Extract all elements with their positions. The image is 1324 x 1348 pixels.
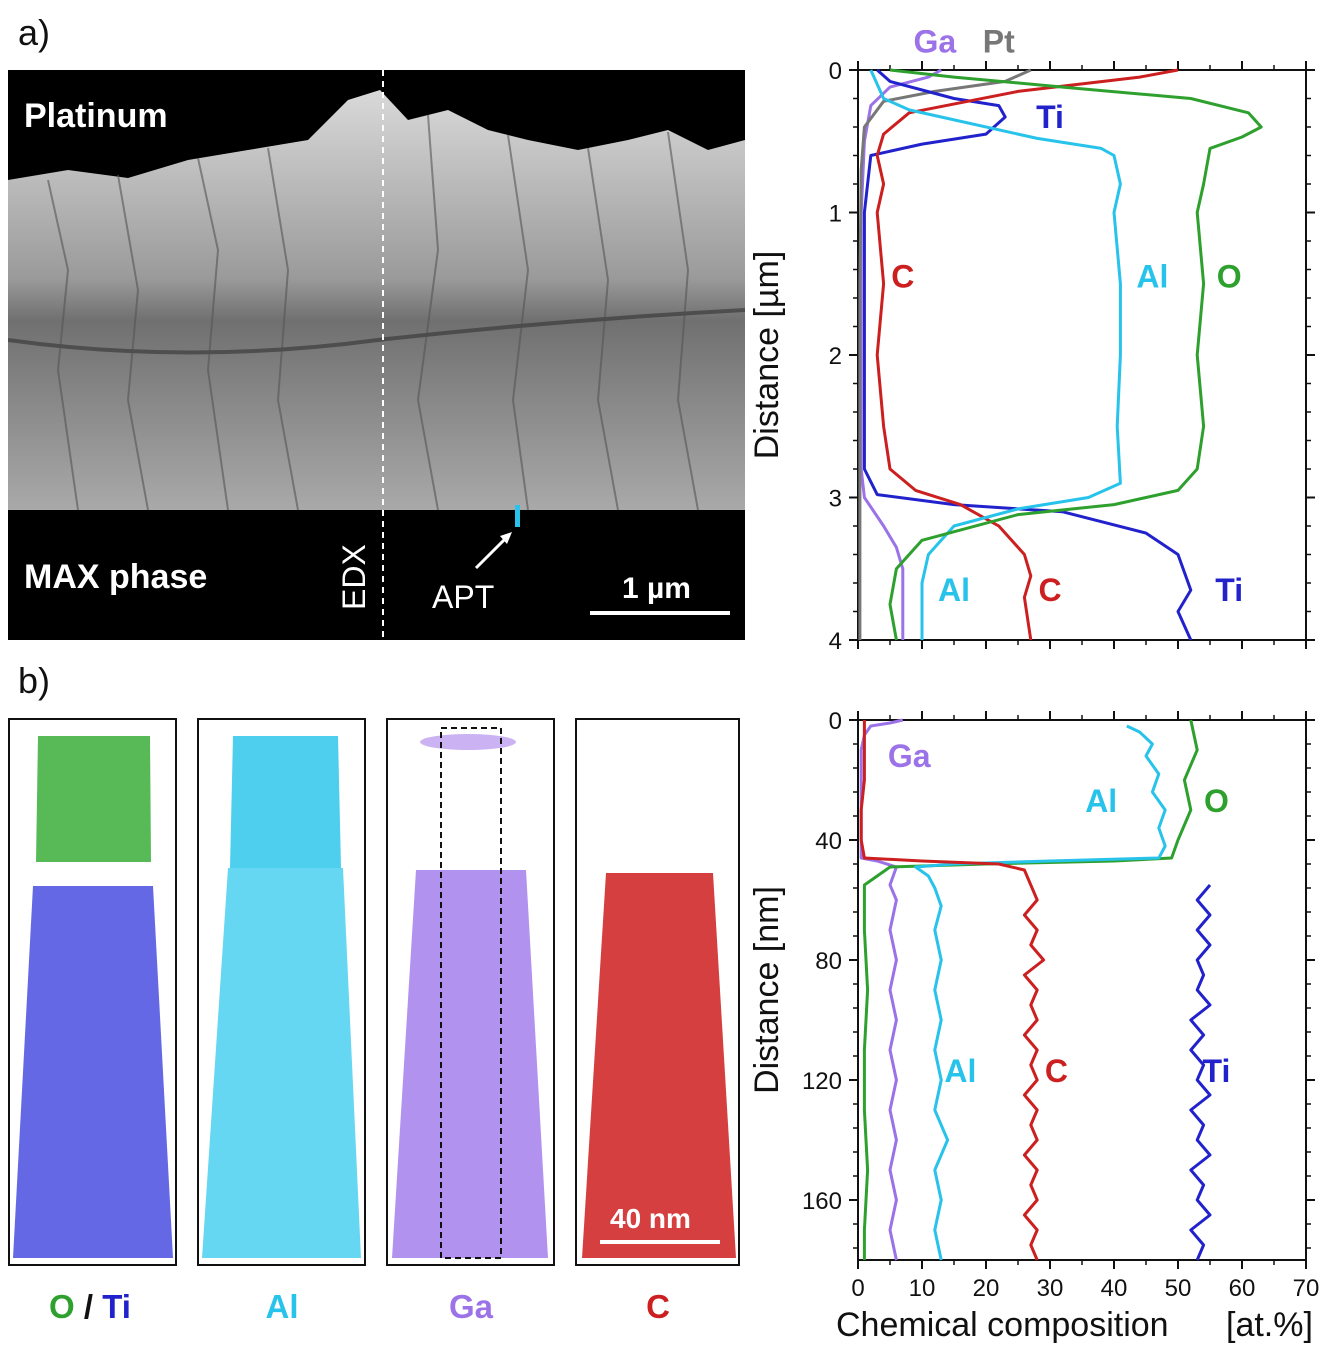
apt-series-ti (1189, 884, 1212, 1261)
edx-y-tick-label: 1 (829, 201, 842, 228)
panel-b-label: b) (18, 660, 51, 701)
apt-map-c: 40 nm (575, 718, 740, 1266)
edx-y-tick-label: 0 (829, 58, 842, 85)
label-ga: Ga (448, 1288, 494, 1325)
tem-micrograph: Platinum MAX phase EDX APT 1 µm (8, 70, 745, 640)
panel-a-label: a) (18, 12, 51, 53)
apt-map-ga (386, 718, 555, 1266)
tem-scalebar-label: 1 µm (622, 572, 691, 605)
edx-series-c (875, 68, 1179, 641)
apt-map-o-ti (8, 718, 177, 1266)
apt-x-tick-label: 50 (1165, 1275, 1192, 1302)
apt-label-al: Al (944, 1053, 976, 1089)
apt-series-ga (859, 718, 904, 1261)
edx-label-al: Al (1136, 259, 1168, 295)
apt-label-ga: Ga (888, 738, 931, 774)
apt-y-tick-label: 120 (802, 1068, 842, 1095)
apt-label-c: C (1045, 1053, 1068, 1089)
edx-profile-chart: 0 1 2 3 4 Distance [µm] Ga Pt Ti C Al O Al C Ti (748, 30, 1315, 655)
apt-x-tick-label: 10 (909, 1275, 936, 1302)
apt-y-tick-label: 80 (815, 948, 842, 975)
apt-x-tick-label: 60 (1229, 1275, 1256, 1302)
apt-y-axis-title: Distance [nm] (748, 886, 786, 1094)
label-ti: Ti (102, 1288, 131, 1325)
edx-label-al: Al (938, 572, 970, 608)
edx-label: EDX (336, 544, 372, 610)
edx-label-c: C (1038, 572, 1061, 608)
apt-y-tick-label: 160 (802, 1188, 842, 1215)
label-o: O (49, 1288, 75, 1325)
apt-x-tick-label: 30 (1037, 1275, 1064, 1302)
apt-x-axis-title: Chemical composition (836, 1306, 1169, 1344)
apt-label: APT (432, 579, 494, 615)
edx-y-axis-title: Distance [µm] (748, 251, 786, 460)
edx-y-tick-label: 3 (829, 486, 842, 513)
platinum-label: Platinum (24, 97, 168, 135)
apt-y-tick-label: 0 (829, 708, 842, 735)
apt-maps: 40 nm (8, 718, 740, 1266)
edx-series-al (869, 69, 1122, 640)
max-phase-label: MAX phase (24, 558, 207, 596)
edx-series-ti (862, 68, 1193, 641)
edx-y-tick-label: 2 (829, 343, 842, 370)
edx-label-c: C (891, 259, 914, 295)
apt-scalebar-label: 40 nm (610, 1203, 691, 1234)
edx-label-pt: Pt (983, 30, 1015, 60)
apt-series-c (859, 720, 1046, 1261)
apt-label-ga: Ga (381, 1288, 561, 1326)
apt-profile-chart: 0 10 20 30 40 50 60 70 0 40 80 120 160 Distance [nm] C… (748, 708, 1320, 1344)
edx-series-pt (858, 68, 1032, 640)
apt-series-al (914, 724, 1167, 1261)
label-al: Al (265, 1288, 299, 1325)
edx-label-o: O (1217, 259, 1242, 295)
edx-plot-frame (857, 69, 1307, 641)
edx-label-ga: Ga (913, 30, 956, 60)
apt-label-c: C (568, 1288, 748, 1326)
apt-series-o (862, 719, 1199, 1260)
apt-label-ti: Ti (1202, 1053, 1230, 1089)
edx-series-o (888, 68, 1263, 641)
edx-label-ti: Ti (1036, 99, 1064, 135)
apt-x-axis-unit: [at.%] (1226, 1306, 1313, 1344)
apt-x-tick-label: 0 (851, 1275, 864, 1302)
apt-y-tick-label: 40 (815, 828, 842, 855)
apt-map-al (197, 718, 366, 1266)
edx-label-ti: Ti (1215, 572, 1243, 608)
apt-x-tick-label: 20 (973, 1275, 1000, 1302)
apt-label-o-ti: O / Ti (0, 1288, 180, 1326)
apt-plot-frame (857, 719, 1307, 1261)
apt-x-tick-label: 70 (1293, 1275, 1320, 1302)
apt-label-o: O (1204, 783, 1229, 819)
apt-label-al: Al (192, 1288, 372, 1326)
edx-y-tick-label: 4 (829, 628, 842, 655)
apt-x-tick-label: 40 (1101, 1275, 1128, 1302)
apt-label-al: Al (1085, 783, 1117, 819)
label-slash: / (74, 1288, 103, 1325)
label-c: C (646, 1288, 670, 1325)
